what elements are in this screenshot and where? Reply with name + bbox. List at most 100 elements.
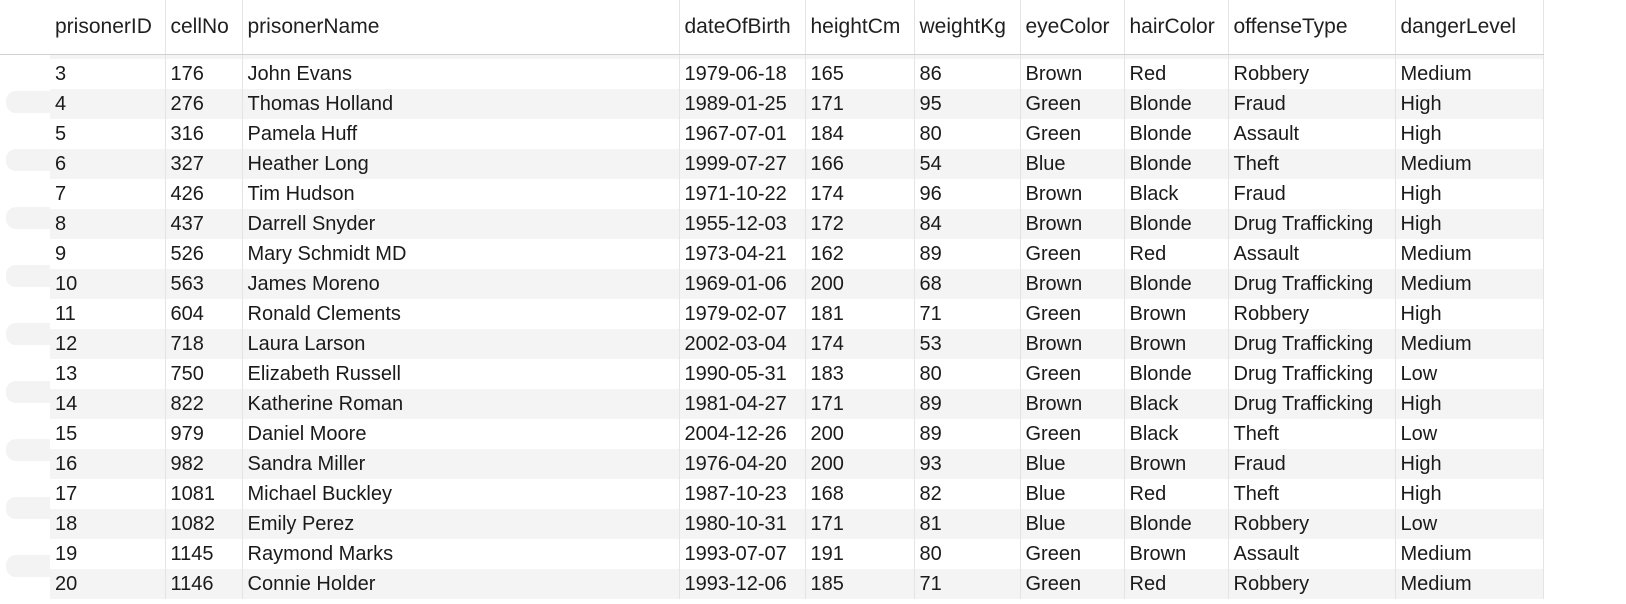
cell-eyeColor[interactable]: Blue bbox=[1020, 449, 1125, 479]
cell-heightCm[interactable]: 200 bbox=[805, 419, 915, 449]
table-row[interactable]: 18 1082 Emily Perez 1980-10-31 171 81 Blue Blon… bbox=[50, 509, 1544, 539]
cell-eyeColor[interactable]: Brown bbox=[1020, 329, 1125, 359]
cell-cellNo[interactable]: 327 bbox=[165, 149, 243, 179]
cell-dangerLevel[interactable]: High bbox=[1395, 479, 1544, 509]
cell-heightCm[interactable]: 166 bbox=[805, 149, 915, 179]
cell-hairColor[interactable]: Red bbox=[1124, 59, 1229, 89]
cell-eyeColor[interactable]: Brown bbox=[1020, 389, 1125, 419]
table-row[interactable]: 3 176 John Evans 1979-06-18 165 86 Brown Red Rob… bbox=[50, 59, 1544, 89]
cell-eyeColor[interactable]: Green bbox=[1020, 359, 1125, 389]
cell-hairColor[interactable]: Brown bbox=[1124, 299, 1229, 329]
cell-weightKg[interactable]: 81 bbox=[914, 509, 1021, 539]
cell-heightCm[interactable]: 174 bbox=[805, 179, 915, 209]
table-row[interactable]: 17 1081 Michael Buckley 1987-10-23 168 82 Blue… bbox=[50, 479, 1544, 509]
table-row[interactable]: 15 979 Daniel Moore 2004-12-26 200 89 Green Bla… bbox=[50, 419, 1544, 449]
cell-offenseType[interactable]: Robbery bbox=[1228, 299, 1396, 329]
cell-dateOfBirth[interactable]: 1993-12-06 bbox=[679, 569, 806, 599]
column-header-dangerLevel[interactable]: dangerLevel bbox=[1395, 0, 1544, 54]
cell-prisonerID[interactable]: 15 bbox=[50, 419, 166, 449]
cell-hairColor[interactable]: Brown bbox=[1124, 449, 1229, 479]
cell-hairColor[interactable]: Blonde bbox=[1124, 509, 1229, 539]
cell-heightCm[interactable]: 171 bbox=[805, 389, 915, 419]
cell-heightCm[interactable]: 183 bbox=[805, 359, 915, 389]
cell-heightCm[interactable]: 162 bbox=[805, 239, 915, 269]
cell-prisonerName[interactable]: Laura Larson bbox=[242, 329, 680, 359]
cell-weightKg[interactable]: 68 bbox=[914, 269, 1021, 299]
cell-dangerLevel[interactable]: Medium bbox=[1395, 149, 1544, 179]
column-header-offenseType[interactable]: offenseType bbox=[1228, 0, 1396, 54]
table-row[interactable]: 13 750 Elizabeth Russell 1990-05-31 183 80 Gre… bbox=[50, 359, 1544, 389]
cell-dateOfBirth[interactable]: 1979-02-07 bbox=[679, 299, 806, 329]
cell-offenseType[interactable]: Fraud bbox=[1228, 89, 1396, 119]
cell-dateOfBirth[interactable]: 1999-07-27 bbox=[679, 149, 806, 179]
table-row[interactable]: 16 982 Sandra Miller 1976-04-20 200 93 Blue Bro… bbox=[50, 449, 1544, 479]
cell-weightKg[interactable]: 84 bbox=[914, 209, 1021, 239]
cell-prisonerName[interactable]: Daniel Moore bbox=[242, 419, 680, 449]
cell-offenseType[interactable]: Drug Trafficking bbox=[1228, 389, 1396, 419]
cell-heightCm[interactable]: 184 bbox=[805, 119, 915, 149]
cell-weightKg[interactable]: 96 bbox=[914, 179, 1021, 209]
column-header-dateOfBirth[interactable]: dateOfBirth bbox=[679, 0, 806, 54]
cell-dateOfBirth[interactable]: 2002-03-04 bbox=[679, 329, 806, 359]
cell-prisonerName[interactable]: Heather Long bbox=[242, 149, 680, 179]
cell-dangerLevel[interactable]: Medium bbox=[1395, 269, 1544, 299]
cell-cellNo[interactable]: 176 bbox=[165, 59, 243, 89]
table-row[interactable]: 11 604 Ronald Clements 1979-02-07 181 71 Green… bbox=[50, 299, 1544, 329]
cell-prisonerID[interactable]: 5 bbox=[50, 119, 166, 149]
cell-eyeColor[interactable]: Green bbox=[1020, 569, 1125, 599]
cell-weightKg[interactable]: 71 bbox=[914, 299, 1021, 329]
cell-dateOfBirth[interactable]: 1967-07-01 bbox=[679, 119, 806, 149]
cell-cellNo[interactable]: 718 bbox=[165, 329, 243, 359]
cell-weightKg[interactable]: 89 bbox=[914, 239, 1021, 269]
cell-cellNo[interactable]: 1081 bbox=[165, 479, 243, 509]
cell-weightKg[interactable]: 71 bbox=[914, 569, 1021, 599]
cell-weightKg[interactable]: 93 bbox=[914, 449, 1021, 479]
cell-offenseType[interactable]: Theft bbox=[1228, 479, 1396, 509]
cell-eyeColor[interactable]: Brown bbox=[1020, 59, 1125, 89]
cell-hairColor[interactable]: Black bbox=[1124, 179, 1229, 209]
cell-dateOfBirth[interactable]: 1979-06-18 bbox=[679, 59, 806, 89]
cell-prisonerName[interactable]: Thomas Holland bbox=[242, 89, 680, 119]
cell-heightCm[interactable]: 185 bbox=[805, 569, 915, 599]
cell-prisonerID[interactable]: 19 bbox=[50, 539, 166, 569]
cell-weightKg[interactable]: 82 bbox=[914, 479, 1021, 509]
cell-prisonerName[interactable]: Sandra Miller bbox=[242, 449, 680, 479]
cell-hairColor[interactable]: Blonde bbox=[1124, 89, 1229, 119]
cell-dateOfBirth[interactable]: 1993-07-07 bbox=[679, 539, 806, 569]
cell-weightKg[interactable]: 95 bbox=[914, 89, 1021, 119]
cell-prisonerID[interactable]: 10 bbox=[50, 269, 166, 299]
cell-eyeColor[interactable]: Green bbox=[1020, 539, 1125, 569]
column-header-prisonerName[interactable]: prisonerName bbox=[242, 0, 680, 54]
cell-hairColor[interactable]: Blonde bbox=[1124, 359, 1229, 389]
cell-dangerLevel[interactable]: High bbox=[1395, 119, 1544, 149]
cell-dangerLevel[interactable]: Low bbox=[1395, 509, 1544, 539]
cell-hairColor[interactable]: Brown bbox=[1124, 539, 1229, 569]
cell-prisonerName[interactable]: James Moreno bbox=[242, 269, 680, 299]
cell-dateOfBirth[interactable]: 1987-10-23 bbox=[679, 479, 806, 509]
cell-dangerLevel[interactable]: High bbox=[1395, 299, 1544, 329]
cell-weightKg[interactable]: 80 bbox=[914, 119, 1021, 149]
cell-heightCm[interactable]: 165 bbox=[805, 59, 915, 89]
cell-cellNo[interactable]: 604 bbox=[165, 299, 243, 329]
cell-eyeColor[interactable]: Brown bbox=[1020, 209, 1125, 239]
cell-dangerLevel[interactable]: Medium bbox=[1395, 239, 1544, 269]
cell-hairColor[interactable]: Black bbox=[1124, 419, 1229, 449]
cell-heightCm[interactable]: 172 bbox=[805, 209, 915, 239]
cell-prisonerID[interactable]: 13 bbox=[50, 359, 166, 389]
cell-prisonerName[interactable]: Raymond Marks bbox=[242, 539, 680, 569]
cell-prisonerID[interactable]: 16 bbox=[50, 449, 166, 479]
cell-dangerLevel[interactable]: Low bbox=[1395, 359, 1544, 389]
cell-hairColor[interactable]: Red bbox=[1124, 479, 1229, 509]
cell-dateOfBirth[interactable]: 1971-10-22 bbox=[679, 179, 806, 209]
cell-offenseType[interactable]: Theft bbox=[1228, 149, 1396, 179]
cell-offenseType[interactable]: Robbery bbox=[1228, 59, 1396, 89]
cell-prisonerID[interactable]: 6 bbox=[50, 149, 166, 179]
cell-eyeColor[interactable]: Green bbox=[1020, 119, 1125, 149]
cell-prisonerName[interactable]: Connie Holder bbox=[242, 569, 680, 599]
cell-cellNo[interactable]: 982 bbox=[165, 449, 243, 479]
cell-prisonerID[interactable]: 8 bbox=[50, 209, 166, 239]
cell-dateOfBirth[interactable]: 1990-05-31 bbox=[679, 359, 806, 389]
cell-offenseType[interactable]: Robbery bbox=[1228, 509, 1396, 539]
cell-weightKg[interactable]: 80 bbox=[914, 539, 1021, 569]
cell-offenseType[interactable]: Theft bbox=[1228, 419, 1396, 449]
